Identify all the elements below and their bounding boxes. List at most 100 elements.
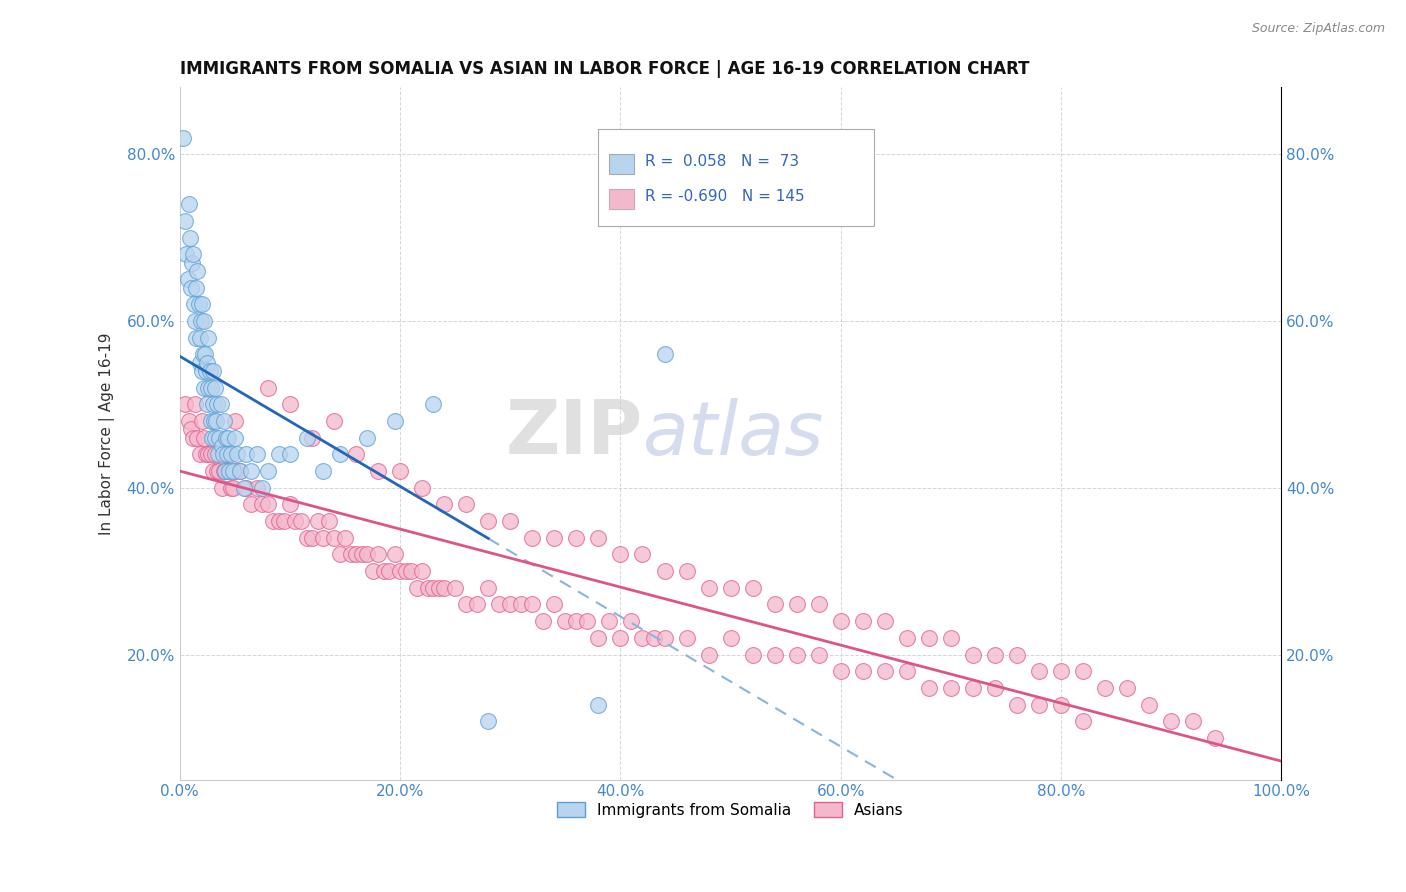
Point bbox=[830, 664, 852, 678]
Bar bbox=[599, 129, 873, 226]
Point bbox=[224, 414, 246, 428]
Point bbox=[1005, 648, 1028, 662]
Point bbox=[488, 598, 510, 612]
Point bbox=[246, 447, 269, 461]
Bar bbox=[609, 154, 634, 174]
Point bbox=[215, 431, 238, 445]
Point bbox=[257, 381, 280, 395]
Point bbox=[212, 414, 235, 428]
Point bbox=[224, 431, 246, 445]
Point bbox=[278, 498, 301, 512]
Point bbox=[631, 631, 654, 645]
Point bbox=[176, 247, 198, 261]
Point bbox=[301, 431, 323, 445]
Point bbox=[212, 464, 235, 478]
Point bbox=[195, 447, 218, 461]
Point bbox=[499, 598, 522, 612]
Point bbox=[350, 548, 373, 562]
Point bbox=[510, 598, 533, 612]
Point bbox=[217, 431, 239, 445]
Point bbox=[588, 698, 610, 712]
Point bbox=[235, 481, 257, 495]
Point bbox=[807, 598, 830, 612]
Point bbox=[962, 681, 984, 695]
Point bbox=[186, 280, 208, 294]
Point bbox=[273, 514, 295, 528]
Point bbox=[1028, 664, 1050, 678]
Point bbox=[267, 514, 290, 528]
Point bbox=[543, 598, 565, 612]
Point bbox=[177, 197, 200, 211]
Point bbox=[1204, 731, 1226, 745]
Point bbox=[1028, 698, 1050, 712]
Point bbox=[631, 548, 654, 562]
Point bbox=[763, 648, 786, 662]
Point bbox=[217, 464, 239, 478]
Point bbox=[200, 414, 222, 428]
Point bbox=[188, 447, 211, 461]
Point bbox=[183, 297, 205, 311]
Point bbox=[939, 631, 962, 645]
Point bbox=[1005, 698, 1028, 712]
Point bbox=[215, 447, 238, 461]
Point bbox=[1050, 664, 1073, 678]
Point bbox=[201, 464, 224, 478]
Point bbox=[522, 598, 544, 612]
Point bbox=[198, 364, 221, 378]
Point bbox=[193, 431, 215, 445]
Point bbox=[252, 498, 274, 512]
Point bbox=[229, 464, 252, 478]
Point bbox=[177, 414, 200, 428]
Point bbox=[344, 548, 367, 562]
Point bbox=[554, 614, 576, 628]
Point bbox=[290, 514, 312, 528]
Point bbox=[1116, 681, 1139, 695]
Point bbox=[295, 531, 318, 545]
Point bbox=[181, 247, 204, 261]
Point bbox=[720, 631, 742, 645]
Point bbox=[873, 664, 896, 678]
Point bbox=[395, 564, 418, 578]
Point bbox=[257, 464, 280, 478]
Point bbox=[609, 631, 631, 645]
Point bbox=[229, 464, 252, 478]
Point bbox=[373, 564, 395, 578]
Point bbox=[356, 431, 378, 445]
Point bbox=[194, 347, 217, 361]
Point bbox=[180, 422, 202, 436]
Point bbox=[204, 431, 226, 445]
Point bbox=[1137, 698, 1160, 712]
Point bbox=[301, 531, 323, 545]
Point bbox=[367, 548, 389, 562]
Point bbox=[416, 581, 439, 595]
Point bbox=[339, 548, 361, 562]
Point bbox=[543, 531, 565, 545]
Point bbox=[214, 464, 236, 478]
Y-axis label: In Labor Force | Age 16-19: In Labor Force | Age 16-19 bbox=[100, 333, 115, 535]
Point bbox=[344, 447, 367, 461]
Point bbox=[191, 347, 214, 361]
Point bbox=[896, 664, 918, 678]
Point bbox=[405, 581, 427, 595]
Point bbox=[267, 447, 290, 461]
Point bbox=[918, 631, 941, 645]
Point bbox=[367, 464, 389, 478]
Point bbox=[588, 531, 610, 545]
Legend: Immigrants from Somalia, Asians: Immigrants from Somalia, Asians bbox=[551, 796, 910, 824]
Point bbox=[675, 564, 697, 578]
Point bbox=[378, 564, 401, 578]
Point bbox=[323, 531, 346, 545]
Point bbox=[207, 464, 229, 478]
Point bbox=[389, 564, 412, 578]
Point bbox=[174, 214, 197, 228]
Point bbox=[477, 514, 499, 528]
Point bbox=[184, 397, 207, 411]
Point bbox=[201, 397, 224, 411]
Point bbox=[697, 581, 720, 595]
Point bbox=[197, 381, 219, 395]
Point bbox=[222, 481, 245, 495]
Point bbox=[195, 356, 218, 370]
Point bbox=[201, 364, 224, 378]
Point bbox=[576, 614, 599, 628]
Point bbox=[193, 381, 215, 395]
